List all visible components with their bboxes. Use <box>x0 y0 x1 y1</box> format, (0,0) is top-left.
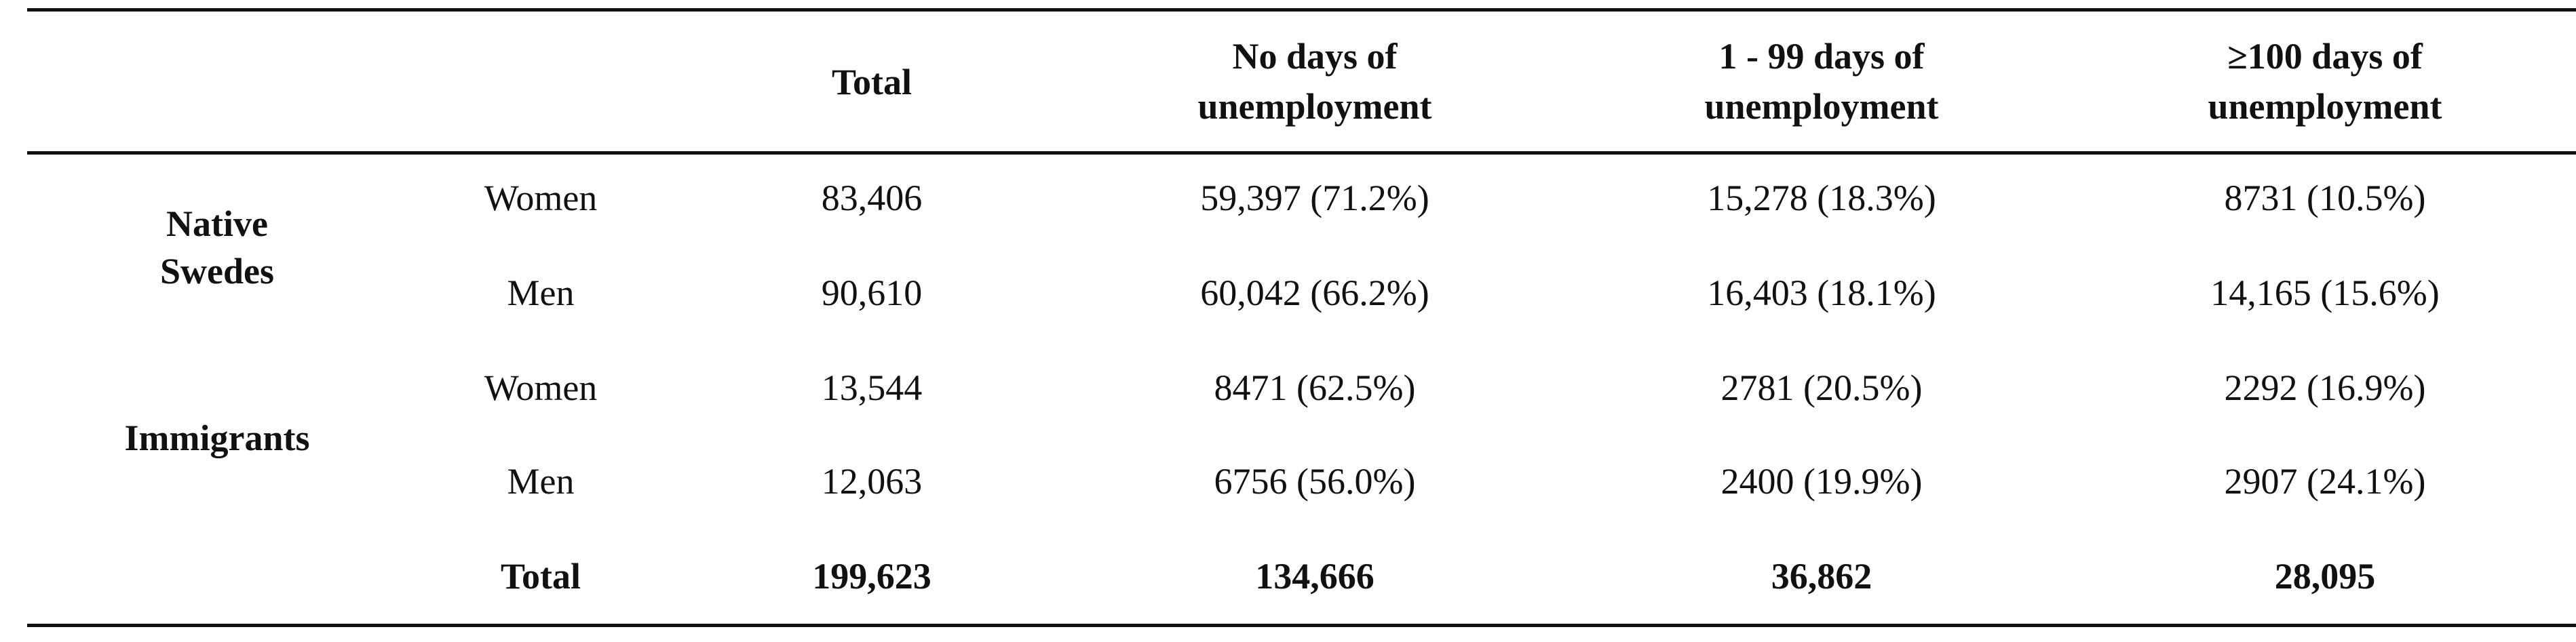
table-row-2-total: 90,610 <box>821 273 923 313</box>
table-row-4-no-days: 6756 (56.0%) <box>1214 461 1416 502</box>
table-row-1-1-99-days: 15,278 (18.3%) <box>1707 178 1936 218</box>
header-100-days-line1: ≥100 days of <box>2227 36 2423 77</box>
table-row-4-total: 12,063 <box>821 461 923 502</box>
table-row-4-sex: Men <box>507 461 575 502</box>
table-row-4-100-days: 2907 (24.1%) <box>2224 461 2426 502</box>
table-row-1-100-days: 8731 (10.5%) <box>2224 178 2426 218</box>
header-no-days-line2: unemployment <box>1197 86 1432 127</box>
total-row-no-days: 134,666 <box>1255 556 1374 597</box>
header-100-days-line2: unemployment <box>2208 86 2442 127</box>
table-row-1-total: 83,406 <box>821 178 923 218</box>
table-row-4-1-99-days: 2400 (19.9%) <box>1720 461 1923 502</box>
table-row-2-no-days: 60,042 (66.2%) <box>1200 273 1429 313</box>
table-row-1-sex: Women <box>484 178 598 218</box>
header-no-days-line1: No days of <box>1232 36 1398 77</box>
total-row-1-99-days: 36,862 <box>1771 556 1872 597</box>
table-row-3-100-days: 2292 (16.9%) <box>2224 367 2426 408</box>
total-row-100-days: 28,095 <box>2274 556 2376 597</box>
table-bottom-rule <box>27 624 2576 627</box>
table-row-2-1-99-days: 16,403 (18.1%) <box>1707 273 1936 313</box>
table-row-3-no-days: 8471 (62.5%) <box>1214 367 1416 408</box>
table-row-2-100-days: 14,165 (15.6%) <box>2210 273 2440 313</box>
table-row-3-sex: Women <box>484 367 598 408</box>
table-row-3-1-99-days: 2781 (20.5%) <box>1720 367 1923 408</box>
table-row-1-no-days: 59,397 (71.2%) <box>1200 178 1429 218</box>
header-1-99-days-line1: 1 - 99 days of <box>1718 36 1925 77</box>
group-native-line2: Swedes <box>159 251 275 292</box>
table-header-rule <box>27 151 2576 155</box>
table-row-3-total: 13,544 <box>821 367 923 408</box>
header-1-99-days-line2: unemployment <box>1704 86 1939 127</box>
table-top-rule <box>27 8 2576 12</box>
table-row-2-sex: Men <box>507 273 575 313</box>
total-row-label: Total <box>500 556 581 597</box>
group-immigrants: Immigrants <box>124 418 310 458</box>
total-row-total: 199,623 <box>812 556 931 597</box>
header-total: Total <box>831 62 912 102</box>
group-native-line1: Native <box>166 203 268 244</box>
